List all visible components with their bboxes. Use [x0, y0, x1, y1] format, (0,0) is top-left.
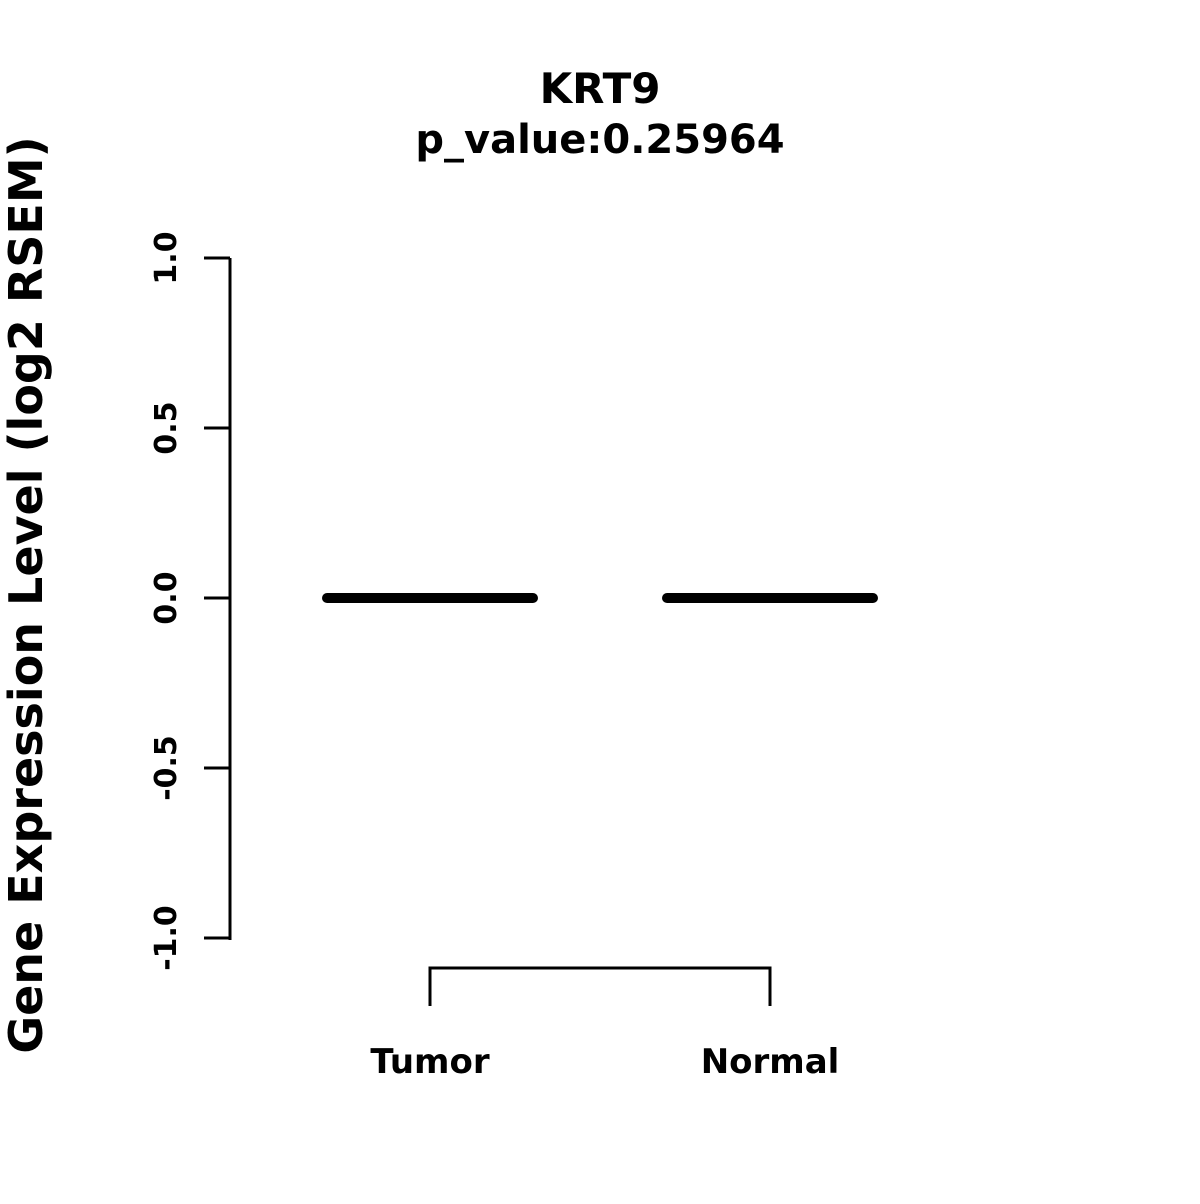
x-category-label: Normal [701, 1042, 840, 1082]
x-category-label: Tumor [370, 1042, 489, 1082]
y-tick-label: 0.5 [149, 401, 184, 454]
chart-subtitle: p_value:0.25964 [415, 117, 784, 163]
y-tick-label: 1.0 [149, 231, 184, 284]
y-tick-label: -0.5 [149, 735, 184, 801]
chart-title: KRT9 [540, 64, 661, 113]
y-tick-label: 0.0 [149, 571, 184, 624]
comparison-bracket-icon [428, 966, 772, 1006]
y-tick-label: -1.0 [149, 905, 184, 971]
x-axis-labels: Tumor Normal [370, 1042, 839, 1082]
y-axis-ticks: 1.0 0.5 0.0 -0.5 -1.0 [149, 231, 230, 971]
y-axis-label: Gene Expression Level (log2 RSEM) [0, 136, 53, 1053]
